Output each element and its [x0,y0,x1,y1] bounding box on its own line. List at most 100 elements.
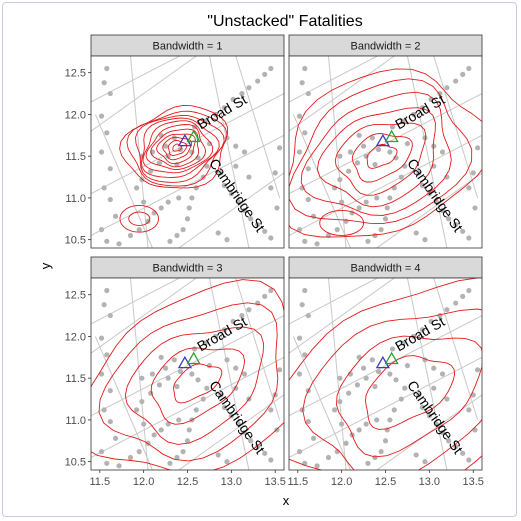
fatality-point [230,318,236,325]
fatality-point [262,450,268,456]
fatality-point [107,418,113,425]
street-line [235,56,281,199]
fatality-point [439,371,446,377]
y-tick-label: 12.0 [65,331,86,343]
fatality-point [255,78,261,84]
contour-line [135,114,225,183]
fatality-point [235,421,241,427]
fatality-point [107,90,113,97]
pump-marker [384,129,399,143]
fatality-point [444,307,450,313]
fatality-point [176,417,182,423]
fatality-point [101,302,107,308]
fatality-point [107,166,113,172]
fatality-point [116,241,122,247]
fatality-point [466,65,472,72]
fatality-point [446,216,452,222]
fatality-point [389,346,396,352]
fatality-point [268,185,274,191]
fatality-point [339,421,345,427]
street-line [289,93,482,195]
fatality-point [141,199,147,205]
y-tick-label: 10.5 [65,235,86,247]
fatality-point [404,141,411,147]
fatality-point [372,232,378,239]
fatality-point [305,166,311,172]
y-tick-label: 11.0 [65,415,86,427]
y-tick-label: 12.5 [65,290,86,302]
x-tick-label: 12.0 [133,476,154,488]
fatality-point [174,383,180,390]
fatality-point [184,438,191,444]
fatality-point [277,367,283,373]
pump-marker [384,351,399,365]
fatality-point [325,454,332,461]
street-line [406,278,448,470]
fatality-point [156,382,163,388]
fatality-point [174,454,180,461]
fatality-point [127,454,134,461]
fatality-point [241,207,248,214]
fatality-point [215,452,221,458]
y-tick-label: 11.0 [65,193,86,205]
fatality-point [101,80,107,86]
fatality-point [98,335,105,341]
fatality-point [224,357,230,363]
strip-label-bandwidth-2: Bandwidth = 2 [350,41,420,53]
fatality-point [200,396,206,402]
fatality-point [191,346,198,352]
fatality-point [246,307,252,313]
x-tick-label: 13.5 [463,476,484,488]
contour-line [289,68,482,238]
fatality-point [466,287,472,294]
fatality-point [189,195,195,201]
fatality-point [235,199,241,205]
y-tick-label: 12.5 [65,68,86,80]
fatality-point [189,371,195,377]
fatality-point [426,191,432,197]
fatality-point [410,111,417,118]
fatality-point [365,238,371,244]
fatality-point [356,427,362,433]
fatality-point [204,163,210,169]
x-axis-ticks: 11.5 12.0 12.5 13.0 13.5 11.5 12.0 12.5 13.0 13.5 [89,470,484,488]
fatality-point [248,438,254,444]
fatality-point [206,141,213,147]
contour-line [300,91,452,216]
fatality-point [472,427,478,433]
fatality-point [444,85,450,91]
fatality-point [218,392,224,398]
fatality-point [186,427,192,433]
street-line [129,278,149,470]
contour-line [140,117,220,178]
contour-line [167,139,188,156]
fatality-point [221,404,227,410]
fatality-point [419,327,425,333]
fatality-point [180,227,186,233]
contour-line [145,124,207,170]
fatality-point [246,174,252,180]
pump-marker [186,351,201,365]
contour-line [119,104,229,189]
fatality-point [387,371,393,377]
fatality-point [337,153,343,159]
street-line [235,278,281,421]
fatality-point [375,146,382,153]
fatality-point [378,227,384,233]
fatality-point [305,90,311,97]
fatality-point [360,365,367,371]
y-tick-label: 11.5 [65,373,86,385]
fatality-point [439,149,446,155]
fatality-point [416,170,422,176]
fatality-point [104,287,110,294]
fatality-point [460,293,466,299]
fatality-point [274,205,280,211]
fatality-point [262,228,268,234]
fatality-point [375,368,382,375]
fatality-point [233,365,239,371]
fatality-point [195,377,201,383]
fatality-point [241,371,248,377]
fatality-point [387,149,393,155]
fatality-point [176,195,182,201]
